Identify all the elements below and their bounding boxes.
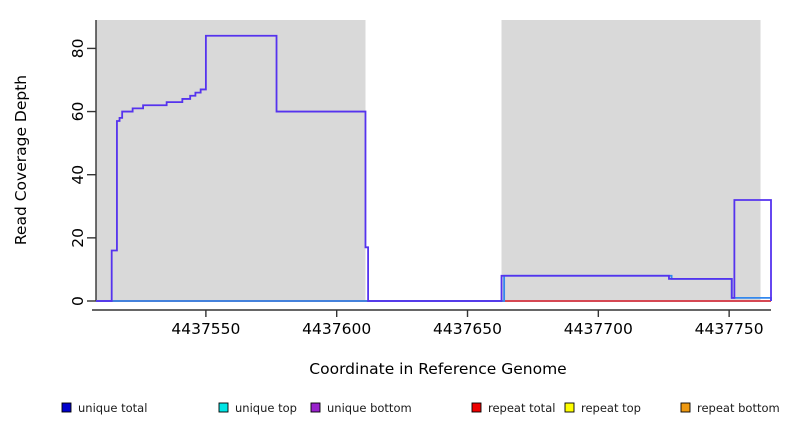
legend-label: repeat bottom [697, 401, 780, 415]
shaded-region [96, 20, 366, 301]
chart-legend: unique total unique top unique bottom repea… [61, 401, 780, 415]
axis-lines [87, 20, 771, 317]
legend-label: unique bottom [327, 401, 412, 415]
x-tick-labels: 4437550 4437600 4437650 4437700 4437750 [171, 320, 763, 338]
legend-swatch [218, 402, 229, 413]
x-tick-label: 4437750 [695, 320, 764, 338]
legend-swatch [471, 402, 482, 413]
y-tick-labels: 0 20 40 60 80 [69, 39, 87, 306]
legend-label: unique total [78, 401, 147, 415]
series-unique-bottom [96, 274, 772, 302]
legend-swatch [310, 402, 321, 413]
x-axis-title: Coordinate in Reference Genome [309, 360, 566, 378]
x-tick-label: 4437600 [302, 320, 371, 338]
y-tick-label: 80 [69, 39, 87, 59]
series-unique-total [96, 34, 772, 302]
y-axis-title: Read Coverage Depth [12, 75, 30, 245]
legend-swatch [564, 402, 575, 413]
data-series [96, 34, 772, 302]
x-tick-label: 4437550 [171, 320, 240, 338]
legend-label: unique top [235, 401, 297, 415]
x-tick-label: 4437650 [433, 320, 502, 338]
x-tick-label: 4437700 [564, 320, 633, 338]
y-tick-label: 40 [69, 165, 87, 185]
legend-swatch [61, 402, 72, 413]
y-tick-label: 60 [69, 102, 87, 122]
y-tick-label: 20 [69, 228, 87, 248]
legend-label: repeat total [488, 401, 555, 415]
legend-label: repeat top [581, 401, 641, 415]
shaded-regions [96, 20, 761, 301]
y-tick-label: 0 [69, 296, 87, 306]
shaded-region [501, 20, 761, 301]
legend-swatch [680, 402, 691, 413]
